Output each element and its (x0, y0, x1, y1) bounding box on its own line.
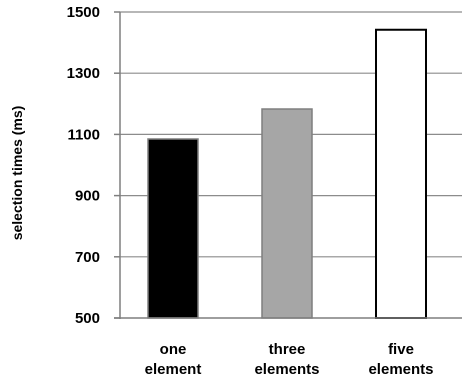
y-tick-label-700: 700 (75, 249, 100, 266)
bar-one-element (147, 138, 199, 319)
y-tick-label-900: 900 (75, 188, 100, 205)
y-tick-label-1300: 1300 (67, 65, 100, 82)
y-tick-label-1100: 1100 (67, 126, 100, 143)
y-axis-ticks: 500 700 900 1100 1300 1500 (67, 4, 120, 327)
bar-three-elements (261, 108, 313, 319)
y-tick-label-500: 500 (75, 310, 100, 327)
bars (147, 28, 427, 320)
bar-five-elements (375, 28, 427, 320)
y-tick-label-1500: 1500 (67, 4, 100, 21)
y-axis-title: selection times (ms) (9, 106, 25, 241)
x-category-label-one-element: one element (145, 341, 202, 378)
x-axis-labels: one element three elements five elements (145, 341, 434, 378)
x-category-label-five-elements: five elements (368, 341, 433, 378)
x-category-label-three-elements: three elements (254, 341, 319, 378)
